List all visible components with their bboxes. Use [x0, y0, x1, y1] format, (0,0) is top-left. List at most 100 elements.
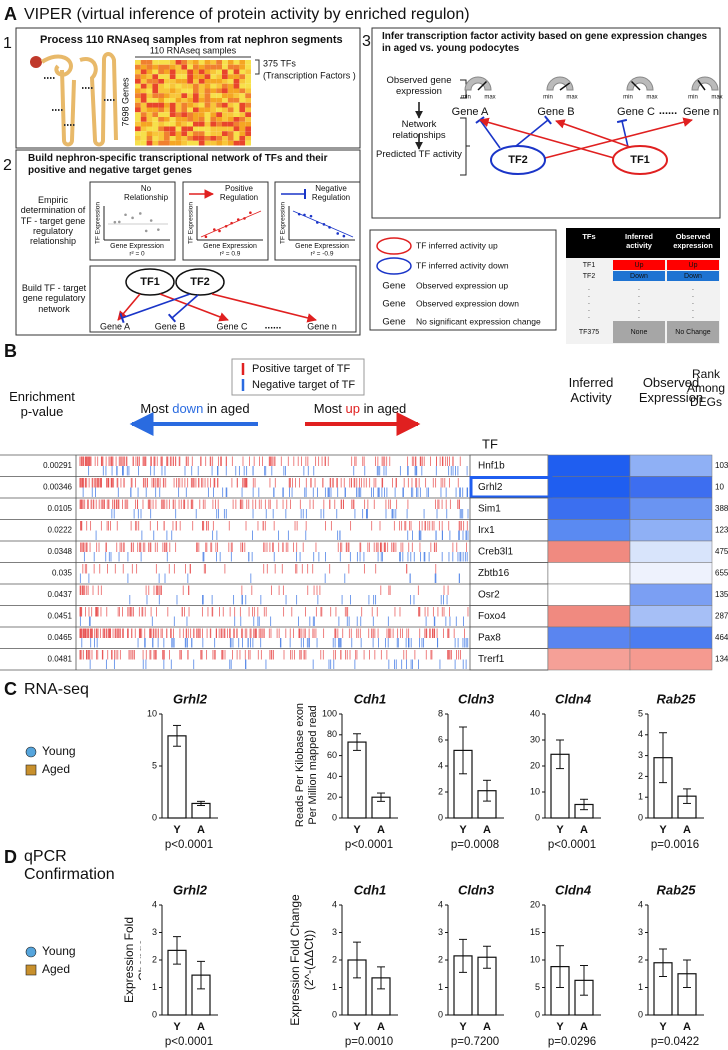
- gauge-label: max: [711, 95, 722, 101]
- matrix-cell: [204, 64, 211, 70]
- matrix-cell: [146, 74, 153, 79]
- matrix-cell: [239, 69, 246, 75]
- chart-title: Cldn3: [458, 691, 495, 706]
- matrix-cell: [193, 79, 199, 84]
- matrix-cell: [135, 117, 141, 122]
- connector: [621, 120, 629, 148]
- matrix-cell: [164, 79, 170, 84]
- matrix-cell: [158, 107, 164, 113]
- matrix-cell: [135, 121, 141, 127]
- matrix-cell: [146, 112, 153, 117]
- matrix-cell: [175, 74, 182, 79]
- rank: 464: [715, 633, 728, 642]
- matrix-cell: [245, 83, 251, 89]
- matrix-cell: [140, 93, 147, 98]
- matrix-cell: [239, 107, 246, 113]
- chart-title: Cldn4: [555, 882, 592, 897]
- plot-dot: [342, 234, 346, 238]
- p-value: p<0.0001: [548, 839, 596, 851]
- step-number: 1: [3, 35, 12, 52]
- plot-dot: [204, 235, 208, 239]
- x-tick-label: Y: [173, 824, 181, 836]
- matrix-cell: [227, 136, 234, 141]
- matrix-cell: [198, 83, 205, 89]
- matrix-cell: [198, 69, 205, 75]
- matrix-cell: [204, 88, 211, 94]
- matrix-cell: [169, 112, 176, 117]
- y-tick-label: 60: [327, 750, 337, 760]
- matrix-cell: [158, 79, 164, 84]
- matrix-cell: [146, 88, 153, 94]
- matrix-cell: [198, 140, 205, 146]
- label: 7698 Genes: [120, 77, 130, 127]
- matrix-cell: [169, 79, 176, 84]
- matrix-cell: [198, 88, 205, 94]
- legend-marker: [25, 964, 37, 976]
- column-header-box: Enrichment p-value: [9, 390, 75, 419]
- gauge: [691, 76, 719, 91]
- matrix-cell: [187, 64, 193, 70]
- matrix-cell: [175, 140, 182, 146]
- matrix-cell: [204, 136, 211, 141]
- table-cell: .: [588, 299, 590, 306]
- gauge-label: min: [623, 95, 633, 101]
- matrix-cell: [175, 64, 182, 70]
- step-label-box: Build TF - target gene regulatory networ…: [22, 283, 86, 314]
- matrix-cell: [140, 140, 147, 146]
- y-tick-label: 0: [638, 1009, 643, 1019]
- matrix-cell: [158, 93, 164, 98]
- matrix-cell: [233, 126, 240, 132]
- matrix-cell: [175, 117, 182, 122]
- y-tick-label: 3: [152, 927, 157, 937]
- y-tick-label: 10: [530, 786, 540, 796]
- matrix-cell: [193, 98, 199, 103]
- p-value: 0.0437: [48, 590, 73, 599]
- matrix-cell: [239, 64, 246, 70]
- tf-name: Sim1: [478, 503, 501, 514]
- legend-label: Young: [42, 944, 76, 958]
- matrix-cell: [175, 107, 182, 113]
- arrow-label-part: in aged: [360, 401, 406, 416]
- matrix-cell: [169, 107, 176, 113]
- matrix-cell: [198, 93, 205, 98]
- matrix-cell: [204, 102, 211, 108]
- matrix-cell: [164, 112, 170, 117]
- matrix-cell: [204, 79, 211, 84]
- matrix-cell: [140, 60, 147, 65]
- gene-label: Gene A: [452, 106, 489, 118]
- matrix-cell: [187, 112, 193, 117]
- plot-frame: [274, 181, 361, 261]
- label: r² = 0: [129, 251, 145, 258]
- p-value: 0.0222: [48, 525, 73, 534]
- matrix-cell: [135, 107, 141, 113]
- chart-title: Grhl2: [173, 882, 208, 897]
- column-header: Observed Expression: [638, 376, 704, 405]
- matrix-cell: [227, 107, 234, 113]
- y-tick-label: 0: [535, 1009, 540, 1019]
- matrix-cell: [210, 102, 217, 108]
- network-frame: [89, 265, 357, 333]
- matrix-cell: [227, 60, 234, 65]
- x-tick-label: A: [483, 1021, 491, 1033]
- p-value: 0.035: [52, 568, 73, 577]
- matrix-cell: [152, 117, 159, 122]
- y-tick-label: 10: [147, 708, 157, 718]
- y-axis-label: Expression Fold Change (2^-(ΔΔCt)): [289, 894, 316, 1026]
- y-tick-label: 4: [152, 899, 157, 909]
- panel-title-box: qPCR Confirmation: [24, 848, 115, 883]
- matrix-cell: [175, 126, 182, 132]
- y-tick-label: 1: [152, 982, 157, 992]
- x-tick-label: Y: [173, 1021, 181, 1033]
- p-value: p<0.0001: [165, 839, 213, 851]
- table-header-cell-box: Observed expression: [673, 233, 713, 250]
- y-tick-label: 0: [438, 812, 443, 822]
- y-tick-label: 0: [638, 812, 643, 822]
- matrix-cell: [222, 131, 228, 136]
- arrow-label-part: Most: [140, 401, 172, 416]
- y-tick-label: 2: [438, 786, 443, 796]
- matrix-cell: [158, 121, 164, 127]
- connector: [555, 119, 631, 148]
- matrix-cell: [227, 117, 234, 122]
- y-tick-label: 4: [332, 899, 337, 909]
